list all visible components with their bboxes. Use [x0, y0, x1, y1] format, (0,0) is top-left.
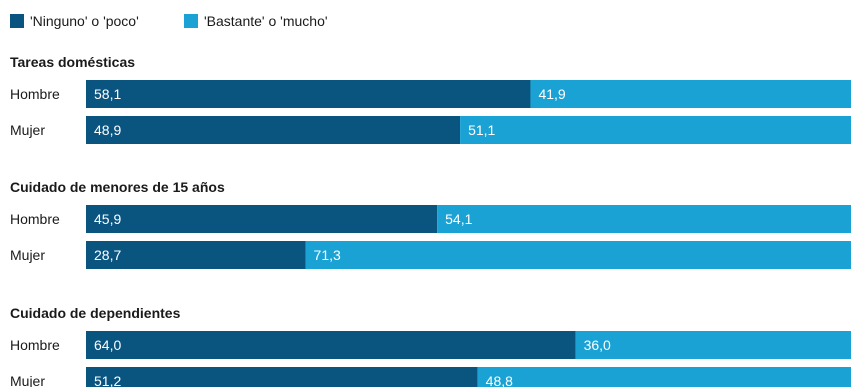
legend-label-ninguno: 'Ninguno' o 'poco': [30, 13, 139, 29]
data-label: 64,0: [94, 337, 121, 353]
data-label: 36,0: [584, 337, 611, 353]
data-label: 51,1: [468, 122, 495, 138]
bar-segment-bastante: [477, 367, 851, 387]
group-title: Cuidado de dependientes: [10, 305, 181, 321]
row-label: Mujer: [10, 373, 45, 387]
plot-area: Tareas domésticas Hombre 58,1 41,9 Mujer 48,9…: [10, 54, 851, 387]
bar-segment-bastante: [305, 241, 851, 269]
bar-segment-bastante: [460, 116, 851, 144]
bar-segment-ninguno: [86, 205, 438, 233]
data-label: 71,3: [314, 247, 341, 263]
row-label: Hombre: [10, 86, 60, 102]
group-title: Cuidado de menores de 15 años: [10, 179, 225, 195]
bar-segment-ninguno: [86, 241, 306, 269]
data-label: 28,7: [94, 247, 121, 263]
data-label: 45,9: [94, 211, 121, 227]
data-label: 58,1: [94, 86, 121, 102]
bar-segment-bastante: [437, 205, 851, 233]
bar-segment-ninguno: [86, 80, 531, 108]
bar-segment-bastante: [575, 331, 851, 359]
data-label: 48,8: [486, 373, 513, 387]
row-label: Hombre: [10, 211, 60, 227]
bar-segment-ninguno: [86, 367, 478, 387]
bar-segment-ninguno: [86, 331, 576, 359]
legend-swatch-ninguno: [10, 14, 24, 28]
data-label: 51,2: [94, 373, 121, 387]
data-label: 48,9: [94, 122, 121, 138]
row-label: Mujer: [10, 247, 45, 263]
row-label: Hombre: [10, 337, 60, 353]
legend: 'Ninguno' o 'poco' 'Bastante' o 'mucho': [10, 13, 328, 29]
bar-segment-ninguno: [86, 116, 461, 144]
group-title: Tareas domésticas: [10, 54, 135, 70]
data-label: 41,9: [538, 86, 565, 102]
row-label: Mujer: [10, 122, 45, 138]
legend-swatch-bastante: [184, 14, 198, 28]
bar-segment-bastante: [530, 80, 851, 108]
legend-label-bastante: 'Bastante' o 'mucho': [204, 13, 328, 29]
data-label: 54,1: [445, 211, 472, 227]
